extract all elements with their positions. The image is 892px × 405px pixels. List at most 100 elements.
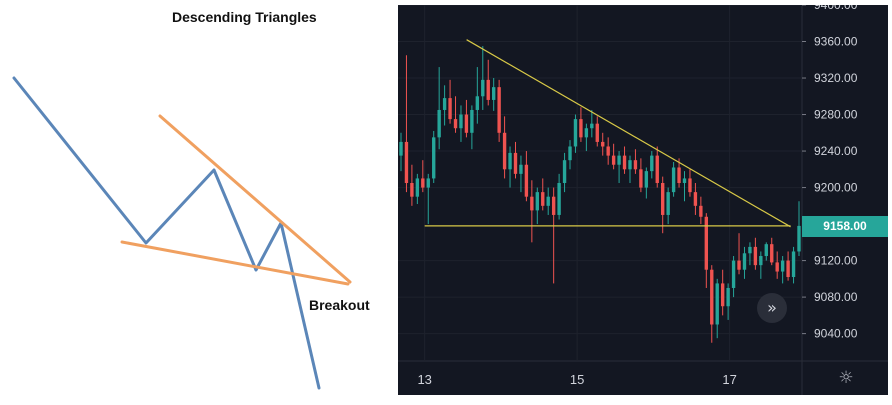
x-tick-label: 17 [722,372,736,387]
candle-body [442,98,447,110]
candle-body [595,123,599,142]
candle-body [633,160,638,170]
candle-body [432,137,436,179]
candle-body [524,164,529,197]
candle-body [535,192,539,211]
candle-body [508,152,512,170]
candle-body [797,225,801,252]
candle-body [491,87,496,100]
candle-body [573,119,578,147]
candle-body [661,183,665,215]
candle-body [759,256,763,266]
candle-body [628,160,632,170]
candle-body [404,141,409,183]
candle-body [671,167,676,193]
y-tick-label: 9080.00 [814,290,858,304]
y-tick-label: 9400.00 [814,5,858,12]
candle-body [601,141,605,147]
candle-body [742,253,747,270]
y-tick-label: 9200.00 [814,181,858,195]
candle-body [693,192,698,206]
candle-body [519,164,523,174]
candle-body [475,96,480,110]
candle-body [622,155,627,170]
price-path-line [12,76,321,390]
candle-body [770,244,774,263]
candle-body [562,160,567,183]
candle-body [775,262,779,272]
chart-canvas[interactable]: 9400.00 9360.00 9320.00 9280.00 9240.00 9200.… [398,5,888,395]
candle-body [584,128,589,138]
y-tick-label: 9320.00 [814,71,858,85]
candle-body [704,216,709,270]
candle-body [415,178,420,197]
candle-body [513,152,518,174]
candle-body [780,260,785,272]
candle-body [464,114,469,133]
candle-body [470,109,474,133]
candle-body [399,141,403,156]
candle-body [497,87,501,133]
candle-body [502,132,507,170]
diagram-canvas [12,76,352,390]
candle-body [666,192,670,215]
candle-body [557,183,561,215]
candle-body [731,260,736,288]
candle-body [481,79,485,97]
candle-body [453,119,458,129]
y-tick-label: 9120.00 [814,254,858,268]
candle-body [753,246,758,266]
candle-body [791,251,796,278]
candle-body [611,155,616,165]
candle-body [650,155,654,172]
candle-body [590,123,594,129]
gear-icon: ☼ [838,368,854,388]
candle-body [710,269,714,325]
candle-body [682,178,687,183]
y-tick-label: 9040.00 [814,327,858,341]
x-tick-label: 15 [570,372,584,387]
candle-body [530,196,534,211]
candle-body [617,155,621,165]
candle-body [688,178,692,193]
y-tick-label: 9280.00 [814,108,858,122]
candle-body [459,114,463,129]
candle-body [726,287,730,307]
candle-body [426,178,430,188]
last-price-badge: 9158.00 [802,215,888,237]
descending-resistance-trendline[interactable] [466,39,791,228]
candle-body [546,196,550,206]
candle-body [448,98,452,120]
resistance-line [158,114,352,284]
scroll-to-realtime-button[interactable]: » [757,293,787,323]
candle-body [606,146,610,156]
chart-settings-button[interactable]: ☼ [835,367,857,389]
candle-body [541,192,545,206]
candle-body [677,167,681,183]
candle-body [568,146,572,161]
descending-triangle-diagram: Descending Triangles Breakout [0,0,398,400]
candle-body [579,119,583,138]
candle-body [486,79,490,100]
candlestick-chart[interactable]: 9400.00 9360.00 9320.00 9280.00 9240.00 9200.… [398,5,888,395]
candle-body [437,109,441,138]
candle-body [715,283,719,325]
candle-body [551,196,556,215]
candle-body [737,260,741,270]
breakout-label: Breakout [309,297,370,313]
candle-body [699,205,703,217]
candle-body [720,283,725,307]
candle-body [748,246,752,254]
price-axis[interactable] [802,5,888,395]
candle-body [786,260,790,278]
candle-body [421,178,425,188]
candle-body [764,244,768,257]
double-chevron-right-icon: » [767,298,777,317]
support-line [120,240,350,286]
candle-body [639,169,643,188]
y-tick-label: 9360.00 [814,35,858,49]
candle-body [410,183,414,197]
x-tick-label: 13 [417,372,431,387]
candle-body [655,155,659,183]
diagram-title: Descending Triangles [172,9,317,25]
